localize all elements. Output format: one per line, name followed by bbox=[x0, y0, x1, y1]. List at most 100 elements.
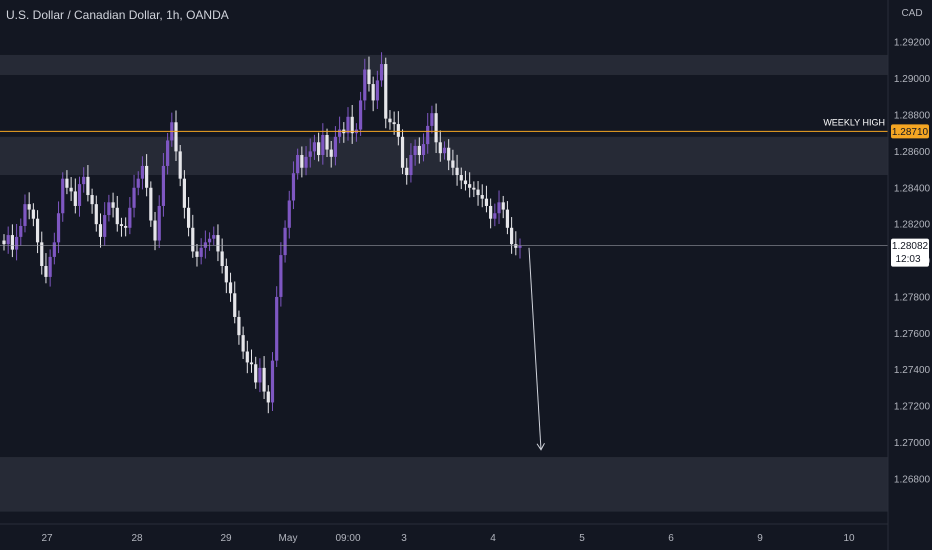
time-axis[interactable]: 27 28 29 May 09:00 3 4 5 6 9 10 bbox=[41, 533, 855, 544]
candle-body bbox=[321, 135, 325, 156]
candle-body bbox=[98, 224, 103, 237]
candle-body bbox=[405, 167, 409, 176]
time-tick-label: 5 bbox=[579, 533, 585, 544]
candle-body bbox=[451, 160, 455, 168]
candle-body bbox=[266, 391, 270, 403]
candle-body bbox=[69, 187, 73, 192]
candles-layer bbox=[2, 52, 522, 414]
candle-body bbox=[203, 242, 207, 248]
candle-body bbox=[195, 251, 199, 257]
candle-body bbox=[111, 202, 115, 208]
price-tick-label: 1.28800 bbox=[894, 110, 931, 121]
candle-body bbox=[489, 205, 493, 219]
candle-body bbox=[48, 256, 52, 277]
candle-body bbox=[283, 227, 287, 256]
candle-body bbox=[145, 165, 149, 188]
candle-body bbox=[396, 124, 400, 137]
candle-body bbox=[191, 227, 195, 252]
candle-body bbox=[480, 195, 484, 199]
candle-body bbox=[82, 176, 86, 185]
candle-body bbox=[472, 187, 476, 190]
zone-1 bbox=[0, 54, 888, 75]
candle-body bbox=[10, 235, 14, 250]
candle-body bbox=[157, 205, 161, 241]
candle-body bbox=[31, 209, 35, 219]
projection-layer bbox=[528, 247, 545, 451]
candle-body bbox=[493, 213, 497, 219]
candle-body bbox=[103, 215, 107, 237]
candle-body bbox=[77, 184, 82, 206]
candle-body bbox=[317, 142, 321, 156]
price-tick-label: 1.28400 bbox=[894, 183, 931, 194]
candle-body bbox=[384, 64, 388, 119]
candle-body bbox=[476, 189, 480, 196]
candle-body bbox=[308, 151, 312, 157]
candle-body bbox=[27, 204, 31, 210]
candle-body bbox=[505, 209, 510, 228]
candle-body bbox=[73, 191, 77, 206]
candle-body bbox=[35, 218, 40, 243]
price-tick-label: 1.26800 bbox=[894, 474, 931, 485]
candle-body bbox=[262, 367, 266, 392]
price-labels-layer: 1.28710 1.28082 12:03 bbox=[891, 124, 929, 267]
zone-3 bbox=[0, 457, 888, 512]
candle-body bbox=[409, 155, 413, 176]
candle-body bbox=[312, 142, 317, 152]
candle-body bbox=[212, 235, 216, 239]
candle-body bbox=[44, 266, 48, 277]
candle-body bbox=[463, 180, 468, 185]
candle-body bbox=[220, 251, 224, 267]
candle-body bbox=[358, 100, 363, 130]
candle-body bbox=[166, 140, 170, 166]
candle-body bbox=[199, 247, 203, 257]
candle-body bbox=[94, 204, 98, 225]
candle-body bbox=[119, 224, 124, 226]
candle-body bbox=[287, 200, 291, 228]
candle-body bbox=[140, 165, 145, 179]
candle-body bbox=[249, 362, 254, 365]
candle-body bbox=[421, 144, 426, 156]
current-price-badge bbox=[891, 238, 929, 267]
candle-body bbox=[254, 364, 258, 383]
candle-body bbox=[275, 296, 279, 361]
candle-body bbox=[338, 129, 342, 137]
candle-body bbox=[300, 155, 304, 168]
candle-body bbox=[438, 142, 442, 154]
candle-body bbox=[417, 145, 421, 156]
candle-body bbox=[367, 69, 371, 85]
countdown-text: 12:03 bbox=[895, 254, 920, 265]
candle-body bbox=[6, 235, 10, 245]
price-tick-label: 1.27800 bbox=[894, 292, 931, 303]
candle-body bbox=[65, 178, 69, 188]
candle-body bbox=[497, 202, 501, 214]
candle-body bbox=[128, 207, 132, 228]
candle-body bbox=[224, 266, 228, 283]
time-tick-label: 3 bbox=[401, 533, 407, 544]
time-tick-label: 09:00 bbox=[335, 533, 360, 544]
time-tick-label: 27 bbox=[41, 533, 53, 544]
candle-body bbox=[375, 80, 379, 101]
weekly-high-price-badge bbox=[891, 124, 929, 139]
candle-body bbox=[241, 335, 245, 352]
price-tick-label: 1.28600 bbox=[894, 147, 931, 158]
time-tick-label: 28 bbox=[131, 533, 143, 544]
candle-body bbox=[333, 136, 338, 157]
price-tick-label: 1.28200 bbox=[894, 220, 931, 231]
candle-body bbox=[90, 195, 94, 205]
candle-body bbox=[124, 225, 128, 228]
candle-body bbox=[19, 225, 23, 237]
candle-body bbox=[182, 178, 186, 208]
candle-body bbox=[329, 149, 333, 157]
candle-body bbox=[379, 64, 384, 81]
candle-body bbox=[296, 155, 300, 174]
time-tick-label: 6 bbox=[668, 533, 674, 544]
currency-label: CAD bbox=[901, 8, 922, 19]
time-tick-label: 10 bbox=[843, 533, 855, 544]
candle-body bbox=[346, 116, 350, 134]
candle-body bbox=[400, 136, 405, 168]
weekly-high-price-text: 1.28710 bbox=[892, 127, 929, 138]
candle-body bbox=[40, 242, 44, 267]
candle-body bbox=[153, 220, 157, 241]
